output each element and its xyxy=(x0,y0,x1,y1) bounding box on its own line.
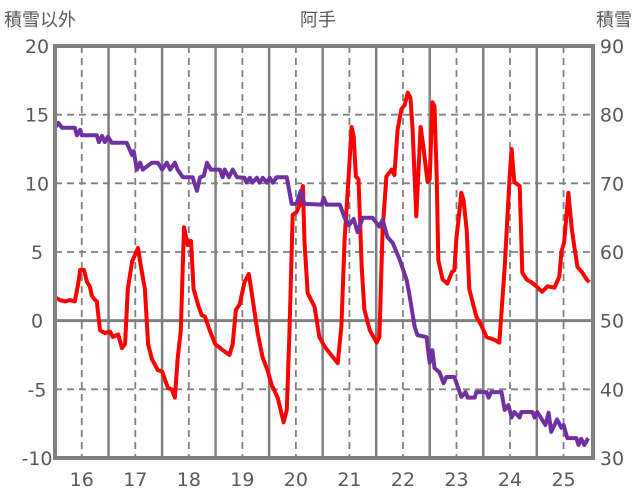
x-tick-label: 21 xyxy=(337,469,361,491)
non-snow-series-line xyxy=(53,90,591,425)
x-tick-label: 16 xyxy=(70,469,94,491)
right-tick-label: 60 xyxy=(600,242,624,264)
x-axis-ticks: 16 17 18 19 20 21 22 23 24 25 xyxy=(70,469,576,491)
left-tick-label: 10 xyxy=(25,173,49,195)
snow-series-line xyxy=(53,120,590,447)
right-tick-label: 70 xyxy=(600,173,624,195)
x-tick-label: 18 xyxy=(177,469,201,491)
left-tick-label: -5 xyxy=(28,379,47,401)
right-tick-label: 80 xyxy=(600,105,624,127)
right-tick-label: 30 xyxy=(600,448,624,470)
x-tick-label: 19 xyxy=(230,469,254,491)
left-tick-label: 20 xyxy=(25,36,49,58)
x-tick-label: 22 xyxy=(391,469,415,491)
right-axis-title: 積雪 xyxy=(596,10,632,31)
left-tick-label: 5 xyxy=(31,242,43,264)
x-tick-label: 23 xyxy=(444,469,468,491)
left-tick-label: 15 xyxy=(25,105,49,127)
left-tick-label: 0 xyxy=(31,311,43,333)
x-tick-label: 20 xyxy=(284,469,308,491)
chart-title: 阿手 xyxy=(300,10,336,31)
left-axis-title: 積雪以外 xyxy=(4,10,76,31)
x-tick-label: 17 xyxy=(123,469,147,491)
gridlines xyxy=(55,46,593,458)
right-tick-label: 40 xyxy=(600,379,624,401)
left-tick-label: -10 xyxy=(21,448,52,470)
right-tick-label: 90 xyxy=(600,36,624,58)
x-tick-label: 25 xyxy=(551,469,575,491)
left-axis-ticks: 20 15 10 5 0 -5 -10 xyxy=(21,36,52,470)
plot-frame xyxy=(53,44,595,460)
right-tick-label: 50 xyxy=(600,311,624,333)
series-lines xyxy=(53,90,591,447)
x-tick-label: 24 xyxy=(498,469,522,491)
right-axis-ticks: 90 80 70 60 50 40 30 xyxy=(600,36,624,470)
